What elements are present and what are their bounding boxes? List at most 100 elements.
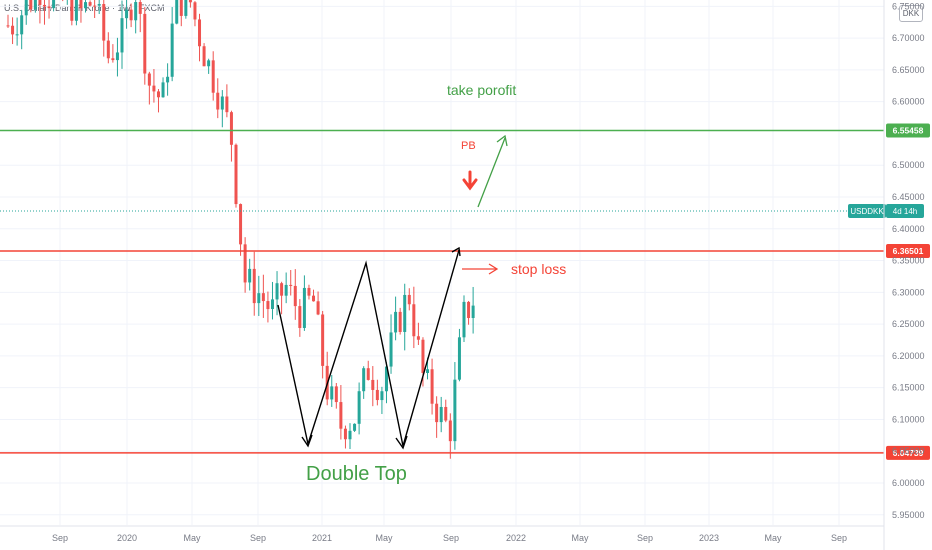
candle-body xyxy=(353,423,357,431)
candle-body xyxy=(156,91,160,98)
candle-body xyxy=(161,82,165,98)
x-tick-label: May xyxy=(571,533,589,543)
candle-body xyxy=(261,293,265,302)
candle-body xyxy=(120,18,124,53)
candle-body xyxy=(138,2,142,14)
candle-body xyxy=(439,406,443,423)
candle-body xyxy=(407,294,411,305)
x-tick-label: Sep xyxy=(52,533,68,543)
x-tick-label: Sep xyxy=(831,533,847,543)
candle-body xyxy=(11,25,15,35)
pattern-line xyxy=(277,249,460,447)
currency-button[interactable]: DKK xyxy=(899,5,923,22)
candle-body xyxy=(462,301,466,338)
y-tick-label: 6.00000 xyxy=(892,478,925,488)
candles-layer xyxy=(6,0,475,459)
candle-body xyxy=(380,391,384,401)
candle-body xyxy=(343,428,347,440)
y-tick-label: 6.05000 xyxy=(892,446,925,456)
candle-body xyxy=(207,60,211,67)
candle-body xyxy=(275,283,279,300)
double-top-pattern xyxy=(277,246,461,450)
candle-body xyxy=(334,386,338,403)
candle-body xyxy=(403,294,407,332)
candle-body xyxy=(257,293,261,304)
candle-body xyxy=(24,0,28,16)
candle-body xyxy=(175,0,179,24)
y-tick-label: 6.25000 xyxy=(892,319,925,329)
level-price-label: 6.04739 xyxy=(893,448,924,458)
candle-body xyxy=(170,23,174,77)
y-tick-label: 6.65000 xyxy=(892,65,925,75)
candle-body xyxy=(74,0,78,21)
take-profit-arrowhead-icon xyxy=(496,134,508,147)
candle-body xyxy=(193,2,197,20)
y-tick-label: 6.35000 xyxy=(892,256,925,266)
y-tick-label: 6.30000 xyxy=(892,287,925,297)
candle-body xyxy=(211,60,215,93)
candle-body xyxy=(348,430,352,440)
candle-body xyxy=(229,112,233,145)
candle-body xyxy=(435,403,439,423)
candle-body xyxy=(70,0,74,21)
candle-body xyxy=(357,391,361,424)
candle-body xyxy=(394,311,398,333)
x-tick-label: Sep xyxy=(443,533,459,543)
y-tick-label: 6.40000 xyxy=(892,224,925,234)
candle-body xyxy=(312,295,316,302)
candle-body xyxy=(202,46,206,67)
level-price-tag xyxy=(886,244,930,259)
take-profit-label: take porofit xyxy=(447,82,516,98)
candle-body xyxy=(457,337,461,380)
candle-body xyxy=(225,96,229,113)
candle-body xyxy=(111,58,115,61)
symbol-tag-label: USDDKK xyxy=(850,207,884,216)
y-tick-label: 6.75000 xyxy=(892,1,925,11)
candle-body xyxy=(115,52,119,61)
take-profit-arrow xyxy=(477,137,506,208)
candle-body xyxy=(79,0,83,9)
candle-body xyxy=(252,268,256,304)
x-tick-label: Sep xyxy=(637,533,653,543)
level-price-tag xyxy=(886,123,930,138)
candle-body xyxy=(152,85,156,92)
candle-body xyxy=(84,2,88,9)
x-tick-label: 2022 xyxy=(506,533,526,543)
candle-body xyxy=(426,369,430,373)
y-tick-label: 6.15000 xyxy=(892,383,925,393)
candle-body xyxy=(293,285,297,307)
price-axis: 6.75000 6.70000 6.65000 6.60000 6.50000 6.450… xyxy=(883,0,925,550)
candle-body xyxy=(330,386,334,400)
double-top-label: Double Top xyxy=(306,463,407,485)
stop-loss-arrowhead-icon xyxy=(488,263,499,275)
candle-body xyxy=(134,2,138,21)
candle-body xyxy=(362,368,366,392)
candle-body xyxy=(307,287,311,296)
candle-body xyxy=(102,4,106,41)
level-price-label: 6.36501 xyxy=(893,246,924,256)
candle-body xyxy=(38,0,42,5)
candle-body xyxy=(270,299,274,310)
pattern-arrowhead xyxy=(301,434,313,448)
candle-body xyxy=(266,301,270,310)
time-axis: Sep 2020 May Sep 2021 May Sep 2022 May Sep 2023 May… xyxy=(0,525,884,543)
candle-body xyxy=(421,339,425,373)
stop-loss-label: stop loss xyxy=(511,261,566,277)
countdown-tag xyxy=(886,203,924,218)
candle-body xyxy=(188,0,192,3)
candle-body xyxy=(384,366,388,392)
horizontal-levels: 6.55458 6.36501 6.04739 USDDKK 4d 14h xyxy=(0,123,930,460)
y-tick-label: 6.45000 xyxy=(892,192,925,202)
candle-body xyxy=(234,144,238,205)
candle-body xyxy=(106,40,110,59)
candle-body xyxy=(42,4,46,7)
candle-body xyxy=(166,76,170,83)
pattern-arrowhead xyxy=(451,246,461,257)
candle-body xyxy=(398,311,402,332)
candle-body xyxy=(302,287,306,328)
candle-body xyxy=(389,332,393,367)
candle-body xyxy=(453,379,457,442)
pb-label: PB xyxy=(461,140,476,152)
candle-body xyxy=(184,0,188,16)
